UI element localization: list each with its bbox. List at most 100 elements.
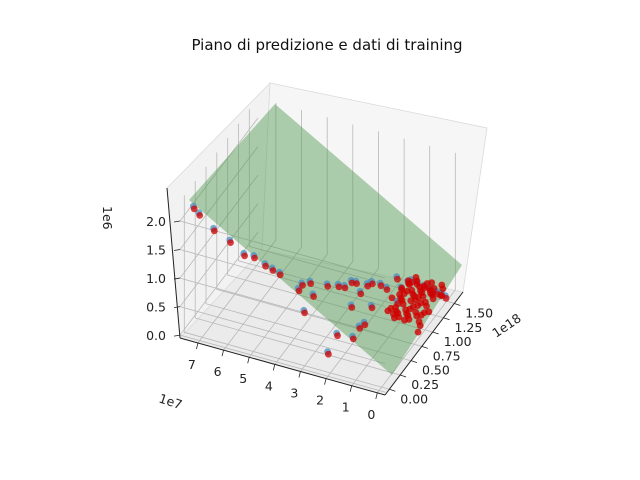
prediction-point <box>334 332 341 340</box>
x-tick-mark <box>247 357 250 364</box>
y-tick-label: 1.25 <box>455 320 483 335</box>
y-axis-line <box>384 291 464 396</box>
prediction-point <box>388 294 396 302</box>
prediction-point <box>425 308 433 316</box>
x-tick-mark <box>272 364 276 371</box>
y-gridline-3 <box>216 152 422 347</box>
prediction-point <box>383 286 391 293</box>
x-tick-label: 3 <box>290 386 298 401</box>
prediction-point <box>356 325 364 332</box>
y-tick-mark <box>421 345 428 349</box>
x-tick-mark <box>375 392 378 399</box>
x-tick-label: 5 <box>239 371 247 386</box>
z-tick-label: 1.5 <box>146 243 166 258</box>
z-tick-mark <box>173 220 181 223</box>
x-tick-mark <box>349 385 353 392</box>
z-tick-mark <box>173 306 181 308</box>
z-tick-mark <box>173 277 181 280</box>
prediction-point <box>394 275 401 283</box>
prediction-point <box>405 316 413 323</box>
y-tick-mark <box>454 303 461 306</box>
y-tick-mark <box>389 388 396 392</box>
prediction-point <box>310 293 317 300</box>
y-tick-label: 0.75 <box>433 348 461 363</box>
prediction-point <box>428 279 436 287</box>
prediction-point <box>395 313 403 321</box>
x-tick-mark <box>221 350 224 357</box>
y-gridline-5 <box>238 123 444 319</box>
prediction-point <box>413 277 421 285</box>
prediction-point <box>439 285 447 293</box>
prediction-point <box>409 290 417 298</box>
x-tick-label: 6 <box>214 364 222 379</box>
y-axis-offset-label: 1e18 <box>489 310 524 340</box>
prediction-point <box>417 311 425 319</box>
y-gridline-2 <box>205 166 412 362</box>
prediction-point <box>400 290 408 298</box>
prediction-point <box>429 295 437 303</box>
prediction-point <box>406 281 413 288</box>
prediction-point <box>420 282 428 290</box>
prediction-point <box>368 304 376 312</box>
y-tick-mark <box>432 331 439 335</box>
prediction-point <box>397 295 405 302</box>
z-tick-mark <box>173 249 181 251</box>
prediction-point <box>348 304 356 311</box>
prediction-point <box>411 296 419 304</box>
prediction-point <box>406 305 414 313</box>
prediction-point <box>196 212 204 219</box>
prediction-point <box>377 282 385 290</box>
x-axis-ticks: 0 1 2 3 4 5 6 7 <box>188 342 378 422</box>
x-tick-mark <box>298 371 301 378</box>
prediction-point <box>398 284 406 292</box>
prediction-point <box>227 239 234 247</box>
prediction-point <box>430 285 438 292</box>
axis-lines <box>166 187 464 396</box>
prediction-point <box>262 262 269 270</box>
prediction-point <box>295 287 303 295</box>
x-tick-label: 2 <box>316 393 324 408</box>
prediction-point <box>251 254 258 262</box>
chart-title: Piano di predizione e dati di training <box>191 36 462 54</box>
prediction-point <box>403 310 410 318</box>
z-tick-mark <box>173 334 181 337</box>
y-tick-mark <box>400 374 407 378</box>
prediction-point <box>384 307 392 315</box>
prediction-point <box>269 267 277 274</box>
prediction-point <box>357 290 365 298</box>
prediction-point <box>437 292 445 299</box>
y-tick-mark <box>443 317 450 321</box>
prediction-point <box>393 308 400 315</box>
x-tick-mark <box>196 342 199 350</box>
z-axis-line <box>166 187 181 339</box>
prediction-point <box>361 321 369 329</box>
prediction-point <box>307 280 315 287</box>
prediction-point <box>299 282 306 289</box>
prediction-point <box>190 205 198 213</box>
prediction-point <box>241 252 249 260</box>
x-axis-offset-label: 1e7 <box>157 391 184 413</box>
y-tick-label: 0.00 <box>400 391 428 406</box>
y-axis-ticks: 0.000.250.500.751.001.251.50 <box>389 303 493 406</box>
prediction-point <box>419 293 427 300</box>
prediction-point <box>399 300 407 308</box>
y-tick-label: 1.00 <box>444 334 472 349</box>
prediction-point <box>364 282 372 290</box>
points-layer <box>190 202 450 358</box>
x-tick-label: 1 <box>342 400 350 415</box>
prediction-point <box>414 328 422 336</box>
prediction-point <box>325 350 332 358</box>
prediction-point <box>349 335 357 343</box>
z-gridline-3 <box>179 146 386 307</box>
prediction-point <box>417 287 424 295</box>
x-tick-label: 0 <box>367 407 375 422</box>
prediction-point <box>335 283 343 291</box>
prediction-point <box>414 302 422 309</box>
y-tick-label: 0.25 <box>411 377 439 392</box>
prediction-point <box>416 322 424 329</box>
x-axis-line <box>179 337 386 396</box>
z-tick-label: 2.0 <box>146 214 166 229</box>
y-gridline-4 <box>227 138 433 333</box>
y-gridline-1 <box>194 181 401 376</box>
